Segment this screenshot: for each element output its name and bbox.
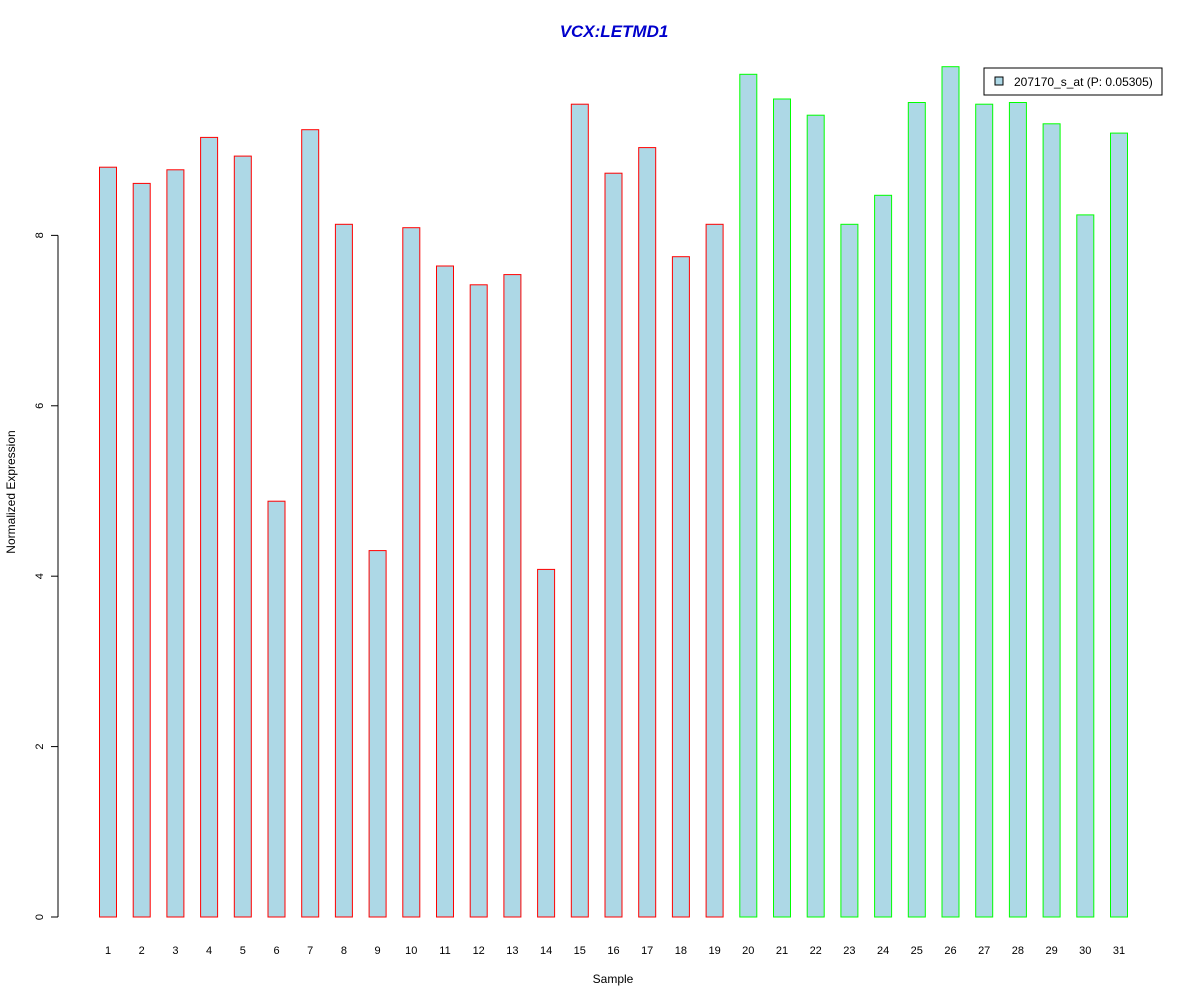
x-tick-labels: 1 2 3 4 5 6 7 8 9 10 11 12 13 14 15 16 17 18 19 20 21 22 23 24 2… <box>105 945 1125 957</box>
x-tick-label: 7 <box>307 945 313 957</box>
bar-sample-14 <box>537 568 556 918</box>
bar-sample-15 <box>570 103 589 918</box>
bar-sample-18 <box>671 256 690 918</box>
bar-sample-19 <box>705 223 724 918</box>
x-tick-label: 11 <box>439 945 450 957</box>
y-axis-label: Normalized Expression <box>4 430 18 553</box>
bar-sample-8 <box>334 223 353 918</box>
y-tick-label: 2 <box>34 744 46 750</box>
bar-sample-23 <box>840 223 859 918</box>
x-tick-label: 31 <box>1113 945 1125 957</box>
x-tick-label: 19 <box>708 945 720 957</box>
x-tick-label: 14 <box>540 945 552 957</box>
x-tick-label: 2 <box>139 945 145 957</box>
y-tick-label: 0 <box>34 914 46 920</box>
bar-sample-11 <box>436 265 454 918</box>
bar-sample-2 <box>132 182 151 918</box>
x-tick-label: 28 <box>1012 945 1024 957</box>
bar-sample-4 <box>200 136 219 918</box>
bar-sample-25 <box>907 102 926 918</box>
x-tick-label: 17 <box>641 945 653 957</box>
legend-label: 207170_s_at (P: 0.05305) <box>1014 75 1153 89</box>
x-tick-label: 26 <box>944 945 956 957</box>
x-tick-label: 13 <box>506 945 518 957</box>
chart-title: VCX:LETMD1 <box>560 22 669 41</box>
bar-sample-28 <box>1008 102 1027 918</box>
bar-sample-5 <box>233 155 252 918</box>
bar-sample-29 <box>1042 123 1061 918</box>
x-axis-label: Sample <box>593 972 634 986</box>
bar-sample-21 <box>773 98 791 918</box>
bar-sample-31 <box>1110 132 1128 918</box>
x-tick-label: 22 <box>810 945 822 957</box>
bar-sample-26 <box>941 66 960 918</box>
bar-sample-20 <box>739 73 758 918</box>
x-tick-label: 29 <box>1045 945 1057 957</box>
x-tick-label: 23 <box>843 945 855 957</box>
bar-sample-13 <box>503 274 522 918</box>
x-tick-label: 12 <box>473 945 485 957</box>
x-tick-label: 20 <box>742 945 754 957</box>
y-axis: 0 2 4 6 8 <box>34 232 59 920</box>
bar-sample-22 <box>806 114 825 918</box>
x-tick-label: 1 <box>105 945 111 957</box>
bar-sample-24 <box>874 194 893 918</box>
x-tick-label: 8 <box>341 945 347 957</box>
x-tick-label: 6 <box>273 945 279 957</box>
bar-sample-6 <box>267 500 286 918</box>
x-tick-label: 27 <box>978 945 990 957</box>
bar-sample-9 <box>368 550 387 918</box>
x-tick-label: 9 <box>375 945 381 957</box>
x-tick-label: 15 <box>574 945 586 957</box>
x-tick-label: 16 <box>607 945 619 957</box>
y-tick-label: 8 <box>34 232 46 238</box>
bar-sample-30 <box>1076 214 1095 918</box>
y-tick-label: 4 <box>34 573 46 579</box>
bar-sample-1 <box>99 166 117 918</box>
bar-sample-16 <box>604 172 623 918</box>
bars <box>99 66 1128 918</box>
bar-sample-10 <box>402 227 421 918</box>
x-tick-label: 3 <box>172 945 178 957</box>
x-tick-label: 4 <box>206 945 212 957</box>
x-tick-label: 21 <box>776 945 788 957</box>
x-tick-label: 24 <box>877 945 889 957</box>
y-tick-label: 6 <box>34 403 46 409</box>
legend: 207170_s_at (P: 0.05305) <box>983 67 1163 96</box>
x-tick-label: 30 <box>1079 945 1091 957</box>
bar-sample-17 <box>638 147 657 918</box>
x-tick-label: 10 <box>405 945 417 957</box>
bar-sample-7 <box>301 129 320 918</box>
x-tick-label: 18 <box>675 945 687 957</box>
x-tick-label: 5 <box>240 945 246 957</box>
bar-sample-3 <box>166 169 185 918</box>
legend-swatch <box>994 76 1004 86</box>
legend-box <box>983 67 1163 96</box>
bar-sample-12 <box>469 284 488 918</box>
bar-sample-27 <box>975 103 994 918</box>
x-tick-label: 25 <box>911 945 923 957</box>
